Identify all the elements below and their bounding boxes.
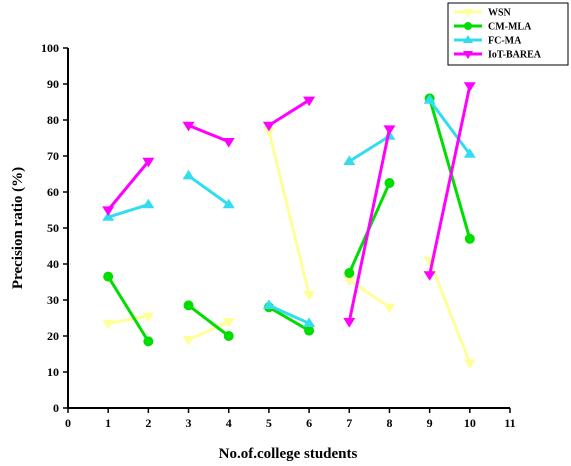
data-point xyxy=(262,299,275,309)
x-tick-label: 10 xyxy=(464,416,476,430)
data-point xyxy=(223,331,234,341)
series-line xyxy=(347,134,391,163)
legend: WSN CM-MLA FC-MA IoT-BAREA xyxy=(447,2,569,66)
y-tick-label: 50 xyxy=(47,221,59,235)
legend-marker xyxy=(463,9,473,17)
data-point xyxy=(222,198,235,209)
series-line xyxy=(267,129,311,297)
legend-label: CM-MLA xyxy=(488,22,532,33)
y-tick-label: 90 xyxy=(47,77,59,91)
x-tick-label: 2 xyxy=(145,416,151,430)
data-point xyxy=(262,127,275,137)
x-tick-label: 1 xyxy=(105,416,111,430)
series-line xyxy=(267,98,311,127)
series-line xyxy=(106,314,150,325)
series-line xyxy=(187,174,231,207)
data-point xyxy=(463,82,476,92)
x-tick-label: 5 xyxy=(266,416,272,430)
data-point xyxy=(262,121,275,132)
series-line xyxy=(428,98,472,156)
series-iot-barea xyxy=(102,82,476,328)
y-tick-label: 80 xyxy=(47,113,59,127)
data-point xyxy=(423,271,436,281)
series-line xyxy=(187,303,231,338)
data-point xyxy=(143,336,154,347)
data-point xyxy=(222,318,235,328)
data-point xyxy=(142,312,155,323)
y-axis-title: Precision ratio (%) xyxy=(10,167,26,289)
series-wsn xyxy=(102,127,476,369)
data-point xyxy=(142,157,155,168)
series-cm-mla xyxy=(103,93,475,347)
legend-marker xyxy=(463,35,473,43)
data-point xyxy=(182,336,195,346)
y-tick-label: 70 xyxy=(47,149,59,163)
data-point xyxy=(383,125,396,135)
series-line xyxy=(187,320,231,342)
data-point xyxy=(383,303,396,314)
data-point xyxy=(102,206,115,216)
x-tick-label: 4 xyxy=(226,416,232,430)
data-point xyxy=(343,155,356,165)
legend-marker xyxy=(463,51,473,59)
legend-label: WSN xyxy=(488,8,512,19)
series-line xyxy=(267,305,311,333)
y-tick-label: 100 xyxy=(41,41,59,55)
series-line xyxy=(106,275,150,343)
data-point xyxy=(343,318,356,328)
y-tick-label: 30 xyxy=(47,293,59,307)
legend-label: IoT-BAREA xyxy=(488,50,542,61)
data-point xyxy=(304,325,315,336)
series-line xyxy=(428,96,472,241)
x-tick-label: 3 xyxy=(186,416,192,430)
data-point xyxy=(102,319,115,330)
x-tick-label: 11 xyxy=(504,416,515,430)
data-point xyxy=(343,276,356,287)
plot-area xyxy=(102,82,476,369)
y-tick-label: 40 xyxy=(47,257,59,271)
y-tick-label: 10 xyxy=(47,365,59,379)
series-line xyxy=(106,159,150,212)
series-line xyxy=(428,84,472,277)
series-line xyxy=(267,303,311,325)
data-point xyxy=(423,94,436,104)
series-line xyxy=(428,258,472,365)
legend-marker xyxy=(464,22,472,30)
x-axis-title: No.of.college students xyxy=(219,446,358,462)
legend-label: FC-MA xyxy=(488,36,522,47)
series-fc-ma xyxy=(102,94,476,327)
data-point xyxy=(303,317,316,327)
data-point xyxy=(463,359,476,369)
x-tick-label: 7 xyxy=(346,416,352,430)
series-line xyxy=(106,203,150,219)
x-tick-label: 6 xyxy=(306,416,312,430)
y-tick-label: 0 xyxy=(53,401,59,415)
x-tick-label: 0 xyxy=(65,416,71,430)
data-point xyxy=(464,233,475,244)
data-point xyxy=(182,121,195,132)
y-tick-label: 20 xyxy=(47,329,59,343)
data-point xyxy=(303,96,316,107)
data-point xyxy=(384,178,395,188)
data-point xyxy=(303,291,316,301)
data-point xyxy=(103,271,114,282)
data-point xyxy=(463,148,476,158)
data-point xyxy=(222,138,235,148)
data-point xyxy=(182,169,195,180)
y-tick-label: 60 xyxy=(47,185,59,199)
data-point xyxy=(344,268,355,278)
series-line xyxy=(347,127,391,324)
series-line xyxy=(187,123,231,144)
x-tick-label: 8 xyxy=(386,416,392,430)
x-tick-label: 9 xyxy=(427,416,433,430)
data-point xyxy=(183,300,194,311)
axes: 0 1 2 3 4 5 6 7 8 9 10 11 0 10 20 30 40 50 60 70 80 90 100 xyxy=(41,41,516,430)
data-point xyxy=(142,198,155,209)
